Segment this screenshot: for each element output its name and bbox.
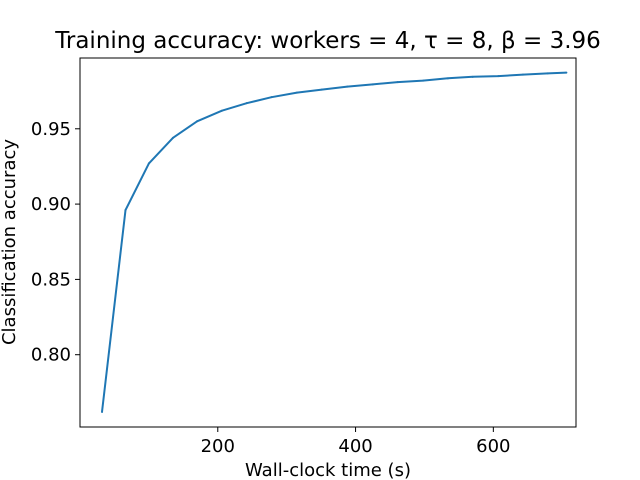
data-point	[147, 162, 150, 165]
y-axis: 0.80 0.85 0.90 0.95	[31, 119, 80, 366]
x-tick-label: 400	[338, 436, 372, 457]
data-point	[422, 79, 425, 82]
data-point	[196, 120, 199, 123]
x-tick-label: 600	[476, 436, 510, 457]
x-axis-label: Wall-clock time (s)	[245, 460, 411, 480]
data-point	[124, 209, 127, 212]
data-points	[101, 71, 568, 413]
data-point	[471, 75, 474, 78]
y-tick-label: 0.85	[31, 269, 71, 290]
data-point	[446, 77, 449, 80]
x-axis: 200 400 600	[201, 427, 511, 457]
x-tick-label: 200	[201, 436, 235, 457]
data-point	[245, 102, 248, 105]
data-point	[521, 73, 524, 76]
data-point	[346, 85, 349, 88]
data-point	[101, 410, 104, 413]
data-point	[320, 88, 323, 91]
data-point	[396, 81, 399, 84]
data-point	[220, 109, 223, 112]
data-point	[546, 72, 549, 75]
chart-title: Training accuracy: workers = 4, τ = 8, β…	[54, 28, 601, 54]
data-point	[270, 96, 273, 99]
y-tick-label: 0.90	[31, 194, 71, 215]
y-axis-label: Classification accuracy	[0, 139, 20, 345]
y-tick-label: 0.80	[31, 345, 71, 366]
data-point	[172, 136, 174, 139]
data-point	[565, 71, 568, 74]
data-point	[296, 91, 298, 94]
series-line	[101, 71, 567, 413]
plot-area	[79, 57, 577, 428]
y-tick-label: 0.95	[31, 119, 71, 140]
data-point	[497, 75, 500, 78]
data-point	[371, 83, 374, 86]
